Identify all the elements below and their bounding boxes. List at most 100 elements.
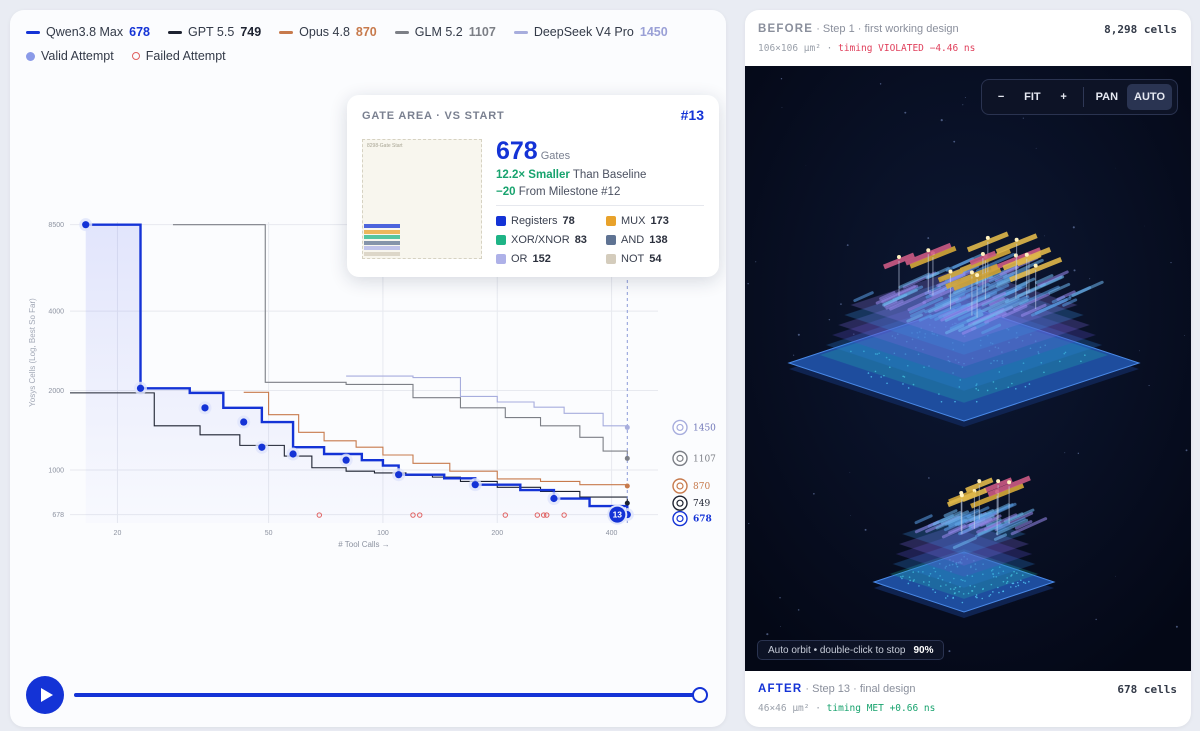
y-tick-label: 678 [52, 512, 64, 519]
valid-attempt-point[interactable] [339, 453, 353, 467]
before-timing: timing VIOLATED −4.46 ns [838, 43, 976, 54]
star [1077, 452, 1080, 455]
toolbar-divider [1082, 87, 1084, 107]
star [1044, 235, 1046, 237]
series-end-label: 1450 [693, 423, 716, 433]
star [1148, 384, 1150, 387]
x-tick-label: 20 [114, 530, 122, 537]
play-icon [40, 688, 53, 702]
valid-attempt-marker [26, 51, 35, 61]
star [964, 97, 966, 98]
failed-attempt-point[interactable] [410, 512, 416, 518]
series-line-gpt-5-5 [70, 392, 628, 504]
star [1072, 226, 1075, 229]
legend-swatch [394, 30, 409, 34]
series-line-glm-5-2 [172, 224, 628, 459]
legend-item-opus-4-8[interactable]: Opus 4.8 870 [279, 24, 377, 40]
gate-stat-swatch [606, 234, 616, 245]
star [849, 472, 851, 473]
gate-stat-swatch [606, 215, 616, 226]
ratio-label: Than Baseline [572, 169, 647, 181]
y-tick-label: 1000 [48, 468, 64, 475]
fit-button[interactable]: FIT [1024, 91, 1041, 103]
y-tick-label: 4000 [48, 309, 64, 316]
gate-stat-swatch [496, 215, 506, 226]
gate-stat-swatch [496, 234, 506, 245]
legend-value: 749 [240, 25, 262, 39]
gate-count-label: Gates [540, 150, 571, 162]
failed-attempt-point[interactable] [544, 512, 550, 518]
3d-layout-viewport[interactable]: − FIT + PAN AUTO Auto orbit • double-cli… [745, 66, 1191, 671]
auto-orbit-button[interactable]: AUTO [1127, 84, 1172, 110]
y-tick-label: 8500 [48, 222, 64, 229]
qwen-area-fill [85, 224, 628, 523]
timeline-handle[interactable] [692, 687, 708, 703]
valid-attempt-point[interactable] [255, 440, 269, 454]
series-end-label: 749 [693, 499, 710, 509]
milestone-marker-label: 13 [613, 510, 623, 520]
star [755, 261, 757, 263]
valid-attempt-point[interactable] [392, 468, 406, 482]
delta-label: From Milestone #12 [518, 186, 621, 198]
delta-value: −20 [496, 186, 516, 198]
star [748, 522, 750, 525]
failed-attempt-point[interactable] [417, 512, 423, 518]
star [940, 119, 943, 122]
star [927, 237, 930, 239]
failed-attempt-point[interactable] [561, 512, 567, 518]
tooltip-divider [496, 205, 704, 206]
failed-attempt-point[interactable] [316, 512, 323, 518]
valid-attempt-point[interactable] [286, 447, 300, 461]
zoom-in-button[interactable]: + [1060, 91, 1067, 103]
star [780, 78, 783, 80]
star [864, 528, 867, 531]
valid-attempt-point[interactable] [134, 381, 148, 395]
star [962, 104, 964, 106]
failed-attempt-point[interactable] [534, 512, 541, 518]
chart: 20 50 100 200 400 678 1000 2000 4000 8500 # Tool C… [28, 202, 716, 549]
valid-attempt-point[interactable] [547, 492, 561, 506]
gate-count-value: 678 [496, 137, 538, 165]
gate-stat-value: 138 [649, 233, 668, 246]
legend-label: GLM 5.2 [414, 25, 463, 39]
orbit-status: Auto orbit • double-click to stop 90% [757, 640, 945, 660]
star [797, 609, 800, 611]
timeline-slider[interactable] [74, 687, 708, 703]
gate-count: 678 Gates [496, 137, 570, 166]
ratio-value: 12.2× Smaller [496, 169, 570, 181]
star [953, 140, 956, 143]
valid-attempt-point[interactable] [79, 218, 93, 232]
legend-swatch [279, 30, 294, 34]
x-tick-label: 50 [265, 530, 273, 537]
legend-swatch [26, 30, 40, 34]
legend-item-glm-5-2[interactable]: GLM 5.2 1107 [394, 24, 496, 40]
valid-attempt-point[interactable] [198, 401, 212, 415]
failed-attempt-point[interactable] [502, 512, 508, 518]
star [1073, 269, 1076, 272]
zoom-out-button[interactable]: − [997, 91, 1005, 103]
before-cell-count: 8,298 cells [1104, 23, 1177, 36]
failed-attempt-point[interactable] [540, 512, 547, 518]
model-badge-glm-5-2 [672, 450, 688, 467]
legend-item-deepseek-v4-pro[interactable]: DeepSeek V4 Pro 1450 [513, 24, 668, 40]
star [797, 333, 800, 336]
legend-swatch [167, 30, 182, 34]
legend-label: Failed Attempt [145, 49, 226, 63]
pan-button[interactable]: PAN [1095, 91, 1119, 103]
playback-bar [26, 676, 716, 714]
gate-area-thumbnail: 8298-Gate Start [362, 139, 482, 259]
star [779, 596, 781, 599]
play-button[interactable] [26, 676, 64, 714]
gate-stat-value: 173 [650, 214, 669, 227]
legend-item-gpt-5-5[interactable]: GPT 5.5 749 [167, 24, 262, 40]
legend-value: 1450 [639, 25, 668, 39]
layout-viewer-card: BEFORE · Step 1 · first working design 8… [745, 10, 1191, 727]
valid-attempt-point[interactable] [237, 415, 251, 429]
star [780, 625, 781, 627]
gate-stat-label: NOT [621, 252, 645, 265]
series-end-point [624, 455, 630, 461]
legend-item-qwen3-8-max[interactable]: Qwen3.8 Max 678 [26, 24, 150, 40]
legend-item-failed-attempt: Failed Attempt [131, 48, 226, 64]
valid-attempt-point[interactable] [468, 478, 482, 492]
milestone-marker[interactable]: 13 [607, 504, 628, 525]
